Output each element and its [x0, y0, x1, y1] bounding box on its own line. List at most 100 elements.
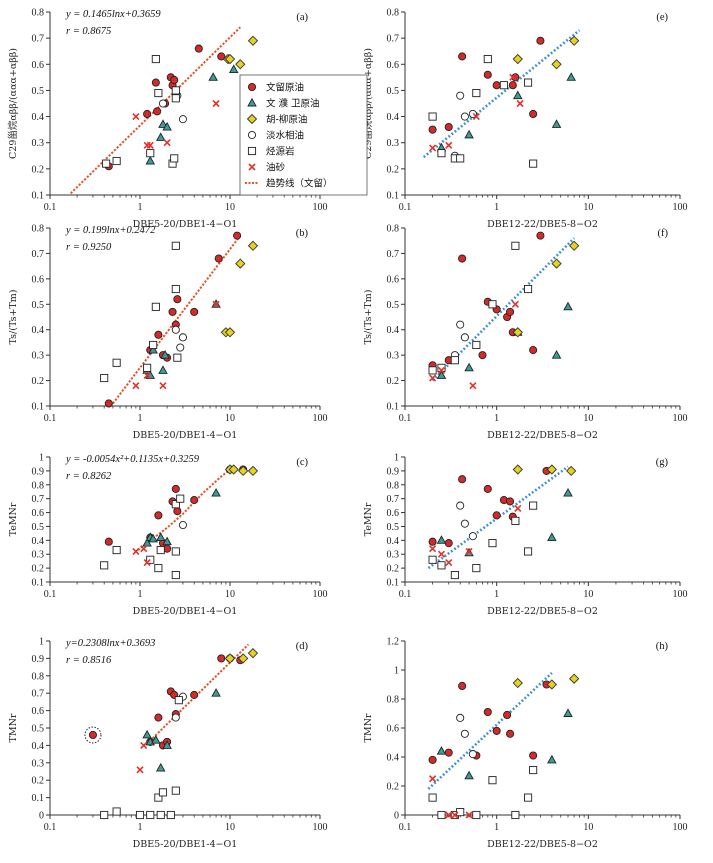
correlation-r: r = 0.9250: [66, 242, 112, 253]
y-tick-label: 0.7: [387, 34, 400, 45]
panel-tag: (a): [296, 12, 308, 23]
correlation-r: r = 0.8516: [66, 655, 112, 666]
wenpu-point: [551, 119, 562, 128]
source-point: [176, 494, 185, 503]
wenpu-point: [208, 72, 218, 81]
wenpu-point: [162, 740, 172, 749]
source-point: [135, 810, 145, 820]
wenliu-point: [492, 726, 501, 735]
source-point: [437, 149, 446, 158]
y-tick-label: 0.5: [32, 300, 45, 311]
legend-label: 油砂: [266, 162, 286, 174]
wenliu-point: [506, 729, 515, 738]
huliu-point: [551, 59, 562, 70]
source-point: [428, 112, 437, 121]
x-tick-label: 1: [494, 822, 499, 833]
oilsand-point: [146, 141, 154, 149]
x-axis-label: DBE5-20/DBE1-4−O1: [133, 606, 238, 617]
y-tick-label: 0.1: [387, 191, 400, 202]
y-tick-label: 1: [39, 453, 44, 464]
y-tick-label: 1: [39, 637, 44, 648]
source-point: [146, 149, 155, 158]
oilsand-point: [472, 113, 480, 121]
huliu-point: [238, 653, 249, 664]
source-point: [170, 154, 179, 163]
x-axis-label: DBE12-22/DBE5-8−O2: [487, 606, 598, 617]
y-axis-label: Ts/(Ts+Tm): [363, 290, 374, 345]
y-tick-label: 0.3: [32, 758, 45, 769]
wenpu-point: [436, 535, 447, 544]
huliu-point: [247, 35, 259, 46]
source-point: [112, 358, 121, 367]
huliu-point: [568, 35, 580, 46]
huliu-point: [512, 677, 523, 689]
oilsand-point: [136, 766, 144, 774]
x-tick-label: 1: [138, 589, 143, 600]
oilsand-point: [509, 73, 517, 81]
huliu-point: [228, 464, 239, 475]
y-tick-label: 0.8: [387, 695, 400, 706]
source-point: [154, 88, 163, 98]
oilsand-point: [143, 371, 151, 380]
wenliu-point: [492, 81, 501, 90]
panel-h: 0 0.2 0.4 0.6 0.8 1 1.2 0.1 1 10 100 DBE12-22/DBE5-…: [363, 637, 688, 851]
y-axis-label: TMNr: [8, 713, 19, 742]
y-axis-label: TMNr: [363, 713, 374, 742]
y-tick-label: 0.6: [32, 508, 45, 519]
wenpu-point: [436, 746, 447, 755]
y-tick-label: 0.9: [387, 466, 400, 477]
danshui-point: [456, 91, 465, 100]
huliu-point: [551, 258, 562, 269]
oilsand-point: [429, 144, 437, 152]
danshui-point: [171, 325, 180, 334]
wenliu-point: [217, 52, 226, 61]
y-tick-label: 0.3: [32, 351, 45, 362]
wenliu-point: [503, 710, 512, 720]
y-tick-label: 0.7: [387, 494, 400, 505]
danshui-point: [468, 532, 477, 541]
oilsand-point: [132, 547, 140, 556]
source-point: [171, 571, 180, 580]
oilsand-point: [132, 113, 140, 121]
y-axis-label: C29甾烷αββ/(ααα+αββ): [7, 48, 19, 159]
y-tick-label: 0.2: [32, 376, 45, 387]
wenpu-point: [436, 370, 447, 379]
x-tick-label: 100: [673, 822, 688, 833]
x-tick-label: 10: [225, 413, 235, 424]
source-point: [112, 807, 121, 816]
x-tick-label: 1: [494, 202, 499, 213]
y-tick-label: 0.3: [387, 550, 400, 561]
danshui-point: [460, 519, 469, 528]
wenpu-point: [158, 119, 168, 128]
x-axis-label: DBE5-20/DBE1-4−O1: [133, 430, 238, 441]
source-point: [472, 340, 481, 350]
wenpu-point: [155, 532, 166, 542]
y-tick-label: 0.8: [32, 8, 45, 19]
wenliu-point: [190, 307, 199, 316]
legend-label: 趋势线（文留）: [266, 178, 333, 190]
huliu-point: [512, 464, 523, 475]
wenliu-point: [506, 307, 515, 316]
wenpu-point: [566, 72, 576, 81]
source-point: [456, 154, 465, 163]
wenliu-point: [428, 755, 437, 764]
danshui-point: [158, 99, 168, 108]
legend-label: 胡-柳原油: [266, 114, 307, 126]
x-tick-label: 10: [225, 589, 235, 600]
danshui-point: [171, 713, 180, 722]
y-tick-label: 0.4: [32, 741, 45, 752]
wenliu-point: [154, 713, 163, 722]
source-point: [529, 766, 538, 775]
y-tick-label: 0.1: [32, 191, 45, 202]
y-tick-label: 0.8: [32, 480, 45, 491]
source-point: [112, 546, 121, 555]
panel-tag: (h): [656, 641, 669, 652]
source-point: [171, 94, 180, 103]
x-tick-label: 0.1: [399, 413, 412, 424]
source-point: [483, 55, 492, 64]
legend-label: 淡水相油: [266, 130, 304, 142]
source-point: [156, 810, 165, 820]
wenliu-point: [194, 44, 203, 53]
wenliu-point: [151, 78, 160, 87]
x-tick-label: 0.1: [44, 589, 57, 600]
